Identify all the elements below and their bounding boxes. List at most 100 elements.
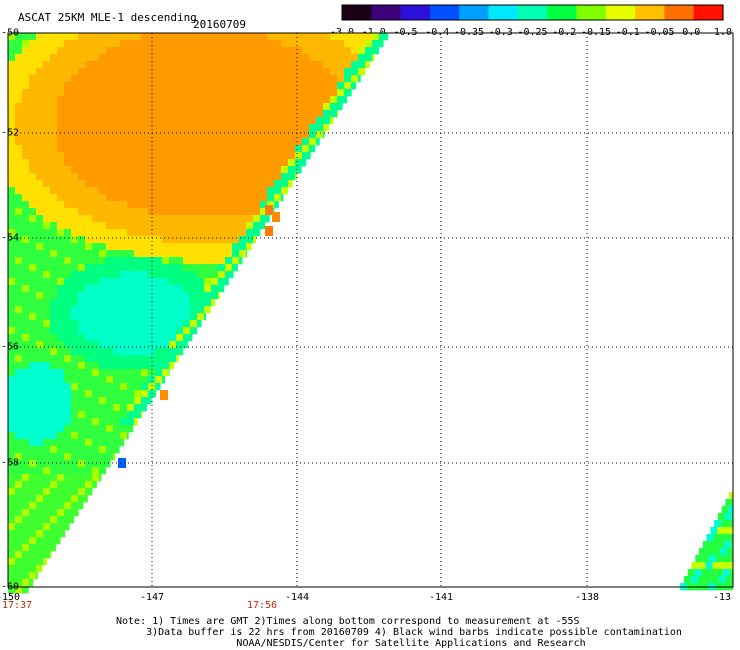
swath-pixel (15, 572, 23, 580)
swath-pixel (176, 124, 184, 132)
swath-pixel (169, 306, 177, 314)
swath-pixel (78, 250, 86, 258)
swath-pixel (155, 299, 163, 307)
swath-pixel (57, 278, 65, 286)
swath-pixel (29, 159, 37, 167)
swath-pixel (57, 432, 65, 440)
swath-pixel (15, 285, 23, 293)
swath-pixel (64, 306, 72, 314)
swath-pixel (22, 418, 30, 426)
lon-label: -13 (712, 592, 732, 603)
swath-pixel (120, 152, 128, 160)
swath-pixel (29, 404, 37, 412)
swath-pixel (43, 54, 51, 62)
swath-pixel (134, 306, 142, 314)
swath-pixel (50, 145, 58, 153)
swath-pixel (176, 82, 184, 90)
swath-pixel (211, 201, 219, 209)
swath-pixel (260, 173, 268, 181)
swath-pixel (183, 96, 191, 104)
swath-pixel (204, 173, 212, 181)
swath-pixel (155, 369, 163, 377)
swath-pixel (64, 404, 72, 412)
swath-pixel (260, 40, 268, 48)
note-line-2: 3)Data buffer is 22 hrs from 20160709 4)… (146, 627, 682, 638)
swath-pixel (351, 82, 357, 90)
swath-pixel (386, 33, 389, 41)
swath-pixel (15, 516, 23, 524)
swath-pixel (323, 117, 331, 125)
swath-pixel (36, 334, 44, 342)
swath-pixel (148, 383, 156, 391)
swath-pixel (302, 96, 310, 104)
swath-pixel (36, 369, 44, 377)
swath-pixel (106, 222, 114, 230)
swath-pixel (120, 257, 128, 265)
swath-pixel (85, 404, 93, 412)
swath-pixel (57, 250, 65, 258)
swath-pixel (43, 516, 51, 524)
swath-pixel (92, 145, 100, 153)
swath-pixel (29, 474, 37, 482)
swath-pixel (162, 180, 170, 188)
swath-pixel (50, 439, 58, 447)
swath-pixel (78, 474, 86, 482)
swath-pixel (169, 334, 177, 342)
swath-pixel (50, 481, 58, 489)
swath-pixel (85, 166, 93, 174)
swath-pixel (197, 138, 205, 146)
swath-pixel (176, 264, 184, 272)
swath-pixel (99, 47, 107, 55)
swath-pixel (232, 103, 240, 111)
lon-label: -147 (139, 592, 165, 603)
swath-pixel (71, 257, 79, 265)
swath-pixel (120, 54, 128, 62)
swath-pixel (719, 562, 727, 570)
swath-pixel (169, 82, 177, 90)
swath-pixel (43, 362, 51, 370)
swath-pixel (15, 327, 23, 335)
swath-pixel (64, 229, 72, 237)
swath-pixel (120, 208, 128, 216)
swath-pixel (141, 33, 149, 41)
swath-pixel (127, 54, 135, 62)
swath-pixel (330, 47, 338, 55)
swath-pixel (36, 327, 44, 335)
swath-pixel (148, 341, 156, 349)
swath-pixel (71, 425, 79, 433)
swath-pixel (183, 152, 191, 160)
swath-pixel (92, 117, 100, 125)
swath-pixel (134, 320, 142, 328)
swath-pixel (8, 397, 16, 405)
swath-pixel (134, 145, 142, 153)
swath-pixel (162, 362, 170, 370)
swath-pixel (71, 446, 79, 454)
swath-pixel (113, 40, 121, 48)
swath-pixel (8, 208, 16, 216)
swath-pixel (113, 278, 121, 286)
swath-pixel (281, 138, 289, 146)
swath-pixel (29, 551, 37, 559)
swath-pixel (50, 334, 58, 342)
swath-pixel (113, 103, 121, 111)
swath-pixel (176, 138, 184, 146)
swath-pixel (148, 124, 156, 132)
swath-pixel (246, 40, 254, 48)
swath-pixel (141, 243, 149, 251)
swath-pixel (36, 544, 44, 552)
swath-pixel (176, 236, 184, 244)
swath-pixel (36, 404, 44, 412)
swath-pixel (29, 82, 37, 90)
swath-pixel (218, 40, 226, 48)
swath-pixel (99, 278, 107, 286)
swath-pixel (183, 89, 191, 97)
swath-pixel (29, 75, 37, 83)
swath-pixel (716, 555, 724, 563)
swath-pixel (302, 131, 310, 139)
swath-pixel (29, 89, 37, 97)
swath-pixel (113, 187, 121, 195)
swath-pixel (106, 145, 114, 153)
swath-pixel (36, 131, 44, 139)
swath-pixel (22, 460, 30, 468)
swath-pixel (57, 180, 65, 188)
